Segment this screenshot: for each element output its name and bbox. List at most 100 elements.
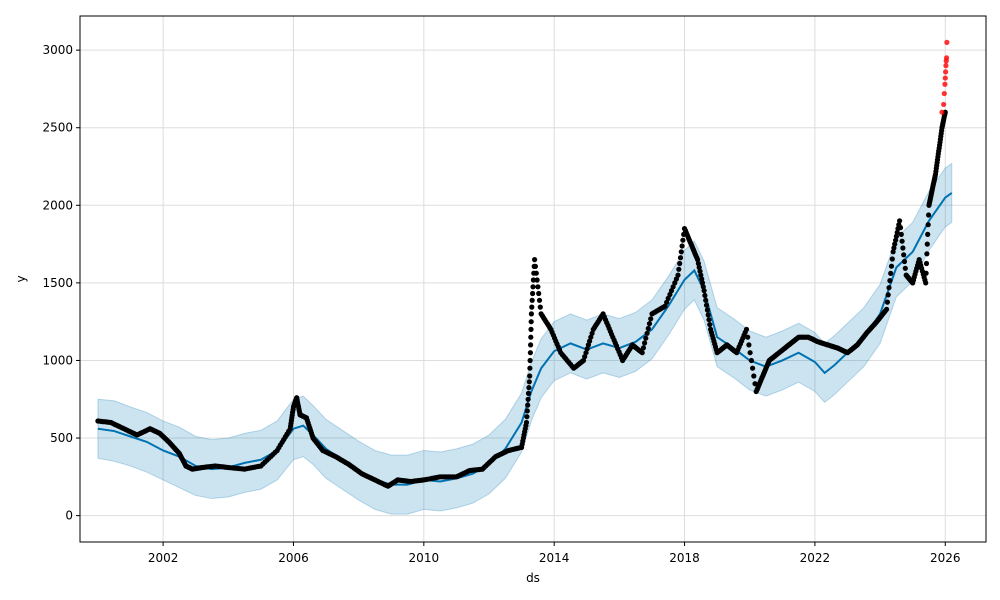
- highlight-points-group: [939, 39, 950, 115]
- actual-point: [925, 231, 931, 237]
- highlight-point: [939, 109, 945, 115]
- actual-point: [526, 385, 532, 391]
- y-tick-label: 0: [65, 509, 73, 523]
- actual-point: [537, 304, 543, 310]
- y-tick-label: 500: [50, 431, 73, 445]
- actual-point: [887, 278, 893, 284]
- actual-point: [643, 335, 649, 341]
- actual-point: [703, 297, 709, 303]
- actual-point: [677, 255, 684, 261]
- actual-point: [897, 218, 903, 224]
- x-tick-label: 2026: [930, 551, 961, 565]
- actual-point: [528, 334, 534, 340]
- actual-point: [923, 270, 929, 276]
- x-tick-label: 2006: [278, 551, 309, 565]
- actual-point: [536, 290, 542, 297]
- actual-point: [530, 290, 536, 297]
- y-tick-label: 3000: [42, 43, 73, 57]
- actual-point: [701, 288, 707, 294]
- actual-point: [535, 284, 541, 290]
- actual-point: [677, 260, 683, 267]
- actual-point: [533, 270, 539, 276]
- actual-point: [673, 276, 680, 282]
- actual-point: [642, 340, 648, 346]
- actual-point: [583, 350, 589, 356]
- forecast-line-group: [97, 192, 953, 486]
- actual-point: [675, 272, 681, 278]
- actual-points-group: [95, 109, 948, 489]
- actual-point: [923, 260, 930, 267]
- actual-point: [926, 212, 932, 218]
- actual-point: [532, 257, 538, 263]
- actual-point: [640, 345, 647, 351]
- actual-point: [886, 285, 892, 291]
- actual-point: [678, 249, 684, 255]
- actual-point: [924, 241, 930, 247]
- actual-point: [891, 245, 897, 251]
- x-tick-label: 2022: [800, 551, 831, 565]
- highlight-point: [942, 75, 948, 81]
- actual-point: [704, 307, 711, 313]
- actual-point: [528, 311, 535, 317]
- actual-point: [750, 365, 756, 371]
- actual-point: [584, 346, 590, 352]
- forecast-line: [97, 192, 953, 486]
- actual-point: [901, 258, 908, 265]
- actual-point: [680, 237, 686, 243]
- actual-point: [664, 299, 670, 305]
- actual-point: [745, 334, 751, 340]
- actual-point: [670, 284, 676, 290]
- actual-point: [707, 322, 713, 328]
- x-axis-label: ds: [526, 571, 540, 585]
- actual-point: [699, 276, 705, 282]
- actual-point: [885, 292, 891, 298]
- actual-point: [665, 295, 671, 301]
- actual-point: [529, 297, 535, 303]
- actual-point: [702, 292, 708, 299]
- y-axis-label: y: [14, 275, 28, 282]
- x-tick-label: 2014: [539, 551, 570, 565]
- actual-point: [528, 326, 534, 332]
- actual-point: [528, 319, 534, 325]
- actual-point: [893, 237, 899, 243]
- actual-point: [672, 280, 678, 286]
- actual-point: [526, 379, 532, 385]
- actual-point: [589, 330, 595, 336]
- actual-point: [528, 342, 534, 348]
- actual-point: [925, 222, 931, 228]
- actual-point: [667, 291, 673, 298]
- actual-point: [894, 229, 900, 236]
- grid: [80, 16, 986, 542]
- actual-point: [532, 263, 539, 269]
- actual-point: [529, 304, 535, 310]
- actual-point: [525, 402, 531, 408]
- x-tick-label: 2002: [148, 551, 179, 565]
- y-tick-label: 2000: [42, 198, 73, 212]
- actual-point: [706, 317, 712, 323]
- y-axis: 0 500 1000 1500 2000 2500 3000: [42, 43, 80, 523]
- highlight-point: [944, 39, 950, 45]
- highlight-point: [943, 55, 950, 61]
- actual-point: [530, 277, 537, 283]
- actual-point: [699, 280, 706, 286]
- actual-point: [648, 316, 654, 322]
- highlight-point: [941, 101, 947, 108]
- x-axis: 2002 2006 2010 2014 2018 2022 2026: [148, 542, 961, 565]
- actual-point: [639, 350, 645, 356]
- actual-point: [746, 342, 752, 348]
- y-tick-label: 1500: [42, 276, 73, 290]
- actual-point: [662, 303, 668, 309]
- actual-point: [644, 330, 650, 336]
- actual-point: [525, 390, 532, 396]
- actual-point: [705, 312, 711, 318]
- actual-point: [884, 306, 890, 312]
- actual-point: [747, 350, 753, 356]
- actual-point: [884, 299, 891, 305]
- highlight-point: [943, 63, 949, 69]
- actual-point: [888, 263, 895, 269]
- actual-point: [527, 365, 533, 371]
- actual-point: [536, 297, 543, 303]
- actual-point: [534, 277, 540, 283]
- actual-point: [902, 265, 908, 271]
- actual-point: [923, 280, 929, 286]
